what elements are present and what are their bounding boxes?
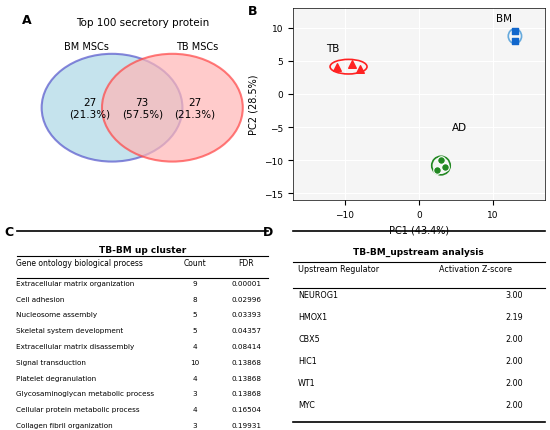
Text: 4: 4: [192, 343, 197, 349]
Text: 0.16504: 0.16504: [232, 406, 262, 412]
X-axis label: PC1 (43.4%): PC1 (43.4%): [389, 225, 449, 235]
Text: C: C: [4, 226, 13, 239]
Text: 4: 4: [192, 406, 197, 412]
Text: WT1: WT1: [298, 378, 316, 387]
Text: 27
(21.3%): 27 (21.3%): [174, 98, 216, 119]
Text: Nucleosome assembly: Nucleosome assembly: [16, 312, 98, 318]
Text: B: B: [248, 5, 257, 18]
Text: Gene ontology biological process: Gene ontology biological process: [16, 258, 144, 267]
Text: 0.13868: 0.13868: [232, 359, 262, 365]
Text: 3.00: 3.00: [505, 290, 523, 299]
Text: HMOX1: HMOX1: [298, 312, 327, 321]
Text: 10: 10: [190, 359, 200, 365]
Text: 9: 9: [192, 280, 197, 286]
Text: 0.00001: 0.00001: [232, 280, 262, 286]
Text: 0.13868: 0.13868: [232, 390, 262, 396]
Point: [510, 38, 519, 45]
Y-axis label: PC2 (28.5%): PC2 (28.5%): [249, 74, 259, 135]
Text: NEUROG1: NEUROG1: [298, 290, 338, 299]
Text: Cell adhesion: Cell adhesion: [16, 296, 65, 302]
Text: Count: Count: [184, 258, 206, 267]
Circle shape: [102, 55, 243, 162]
Point: [440, 164, 449, 171]
Text: 2.00: 2.00: [505, 356, 523, 365]
Text: TB: TB: [326, 44, 340, 54]
Text: 2.00: 2.00: [505, 378, 523, 387]
Point: [510, 28, 519, 35]
Text: 0.08414: 0.08414: [232, 343, 262, 349]
Text: Top 100 secretory protein: Top 100 secretory protein: [75, 18, 209, 28]
Text: 8: 8: [192, 296, 197, 302]
Text: 2.19: 2.19: [505, 312, 523, 321]
Circle shape: [42, 55, 183, 162]
Text: 0.02996: 0.02996: [232, 296, 262, 302]
Text: 4: 4: [192, 375, 197, 381]
Text: 3: 3: [192, 390, 197, 396]
Text: 5: 5: [192, 328, 197, 334]
Text: TB-BM up cluster: TB-BM up cluster: [98, 246, 186, 255]
Text: 2.00: 2.00: [505, 400, 523, 409]
Text: A: A: [21, 14, 31, 28]
Text: 0.19931: 0.19931: [232, 422, 262, 428]
Text: 0.03393: 0.03393: [232, 312, 262, 318]
Text: Extracellular matrix disassembly: Extracellular matrix disassembly: [16, 343, 135, 349]
Text: CBX5: CBX5: [298, 334, 320, 343]
Text: Cellular protein metabolic process: Cellular protein metabolic process: [16, 406, 140, 412]
Text: 5: 5: [192, 312, 197, 318]
Point: [437, 157, 446, 164]
Text: Skeletal system development: Skeletal system development: [16, 328, 124, 334]
Point: [355, 66, 364, 73]
Text: Collagen fibril organization: Collagen fibril organization: [16, 422, 113, 428]
Text: 3: 3: [192, 422, 197, 428]
Text: TB MSCs: TB MSCs: [177, 42, 219, 52]
Text: TB-BM_upstream analysis: TB-BM_upstream analysis: [354, 248, 484, 257]
Text: Upstream Regulator: Upstream Regulator: [298, 264, 380, 273]
Point: [433, 167, 442, 174]
Text: 2.00: 2.00: [505, 334, 523, 343]
Text: BM MSCs: BM MSCs: [64, 42, 109, 52]
Text: AD: AD: [452, 123, 467, 133]
Text: 0.04357: 0.04357: [232, 328, 262, 334]
Point: [348, 61, 356, 68]
Text: Activation Z-score: Activation Z-score: [439, 264, 512, 273]
Text: MYC: MYC: [298, 400, 315, 409]
Point: [333, 65, 342, 72]
Text: Platelet degranulation: Platelet degranulation: [16, 375, 97, 381]
Text: 73
(57.5%): 73 (57.5%): [122, 98, 163, 119]
Text: BM: BM: [497, 14, 513, 24]
Text: Extracellular matrix organization: Extracellular matrix organization: [16, 280, 135, 286]
Text: FDR: FDR: [239, 258, 254, 267]
Text: 0.13868: 0.13868: [232, 375, 262, 381]
Text: 27
(21.3%): 27 (21.3%): [69, 98, 110, 119]
Text: Glycosaminoglycan metabolic process: Glycosaminoglycan metabolic process: [16, 390, 155, 396]
Text: HIC1: HIC1: [298, 356, 317, 365]
Text: D: D: [263, 226, 273, 239]
Text: Signal transduction: Signal transduction: [16, 359, 86, 365]
